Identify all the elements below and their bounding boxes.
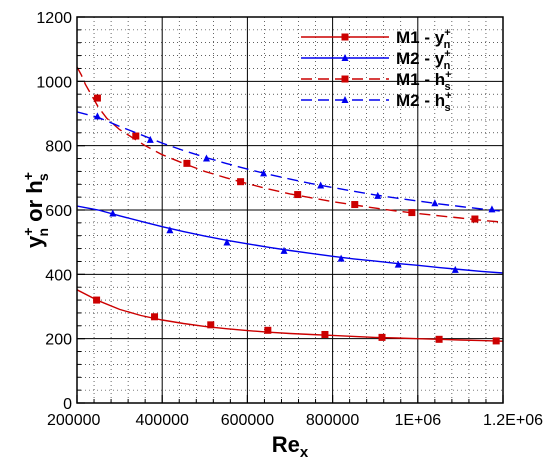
y-axis-title-mid: or bbox=[22, 194, 47, 228]
series-line-2 bbox=[77, 205, 503, 274]
legend-marker-3 bbox=[341, 75, 349, 83]
x-tick-label: 600000 bbox=[221, 412, 274, 429]
series-layer bbox=[77, 66, 503, 345]
x-tick-labels: 200000 400000 600000 800000 1E+06 1.2E+06 bbox=[47, 412, 543, 429]
x-axis-title-main: Re bbox=[272, 432, 300, 457]
y-axis-title-h-sub: s bbox=[35, 173, 51, 181]
x-axis-title: Rex bbox=[272, 432, 309, 461]
y-tick-label: 800 bbox=[45, 139, 72, 156]
series-marker-3 bbox=[183, 159, 191, 167]
series-marker-4 bbox=[374, 191, 382, 199]
series-marker-2 bbox=[451, 265, 459, 273]
series-2 bbox=[77, 205, 503, 274]
y-tick-label: 400 bbox=[45, 267, 72, 284]
legend-label-3: M1 - h+ s bbox=[396, 69, 452, 93]
series-marker-3 bbox=[294, 191, 302, 199]
y-axis-title-y: y bbox=[22, 235, 47, 248]
series-marker-2 bbox=[280, 246, 288, 254]
y-tick-labels: 0 200 400 600 800 1000 1200 bbox=[36, 10, 72, 413]
legend-label-name: M2 - h bbox=[396, 91, 445, 110]
legend-label-name: M1 - h bbox=[396, 70, 445, 89]
series-marker-4 bbox=[146, 135, 154, 143]
series-marker-4 bbox=[260, 169, 268, 177]
series-marker-2 bbox=[337, 254, 345, 262]
series-marker-4 bbox=[431, 199, 439, 207]
series-marker-2 bbox=[166, 226, 174, 234]
series-marker-1 bbox=[264, 326, 272, 334]
legend-label-name: M1 - y bbox=[396, 28, 445, 47]
series-marker-1 bbox=[207, 321, 215, 329]
series-marker-1 bbox=[151, 313, 159, 321]
x-tick-label: 400000 bbox=[136, 412, 189, 429]
y-axis-title-y-sub: n bbox=[35, 228, 51, 237]
y-axis-title-h-sup: + bbox=[20, 172, 36, 180]
series-marker-3 bbox=[93, 94, 101, 102]
y-tick-label: 1000 bbox=[36, 74, 72, 91]
x-tick-label: 1.2E+06 bbox=[483, 412, 543, 429]
legend-label-sub: n bbox=[444, 39, 451, 51]
series-marker-1 bbox=[435, 335, 443, 343]
series-marker-3 bbox=[351, 201, 359, 209]
series-marker-3 bbox=[408, 209, 416, 217]
series-marker-1 bbox=[93, 296, 101, 304]
y-tick-label: 600 bbox=[45, 203, 72, 220]
series-4 bbox=[77, 111, 503, 213]
legend-label-name: M2 - y bbox=[396, 49, 445, 68]
x-axis-title-sub: x bbox=[300, 444, 309, 461]
legend-label-4: M2 - h+ s bbox=[396, 90, 452, 114]
y-axis-title-h: h bbox=[22, 180, 47, 193]
legend-marker-1 bbox=[341, 33, 349, 41]
legend-label-sup: + bbox=[444, 27, 450, 39]
series-1 bbox=[77, 289, 503, 345]
series-marker-2 bbox=[223, 238, 231, 246]
legend-label-sub: s bbox=[445, 81, 451, 93]
series-3 bbox=[77, 66, 503, 223]
legend-label-1: M1 - y+ n bbox=[396, 27, 451, 51]
series-marker-3 bbox=[237, 178, 245, 186]
legend-label-2: M2 - y+ n bbox=[396, 48, 451, 72]
series-marker-3 bbox=[471, 215, 479, 223]
legend-label-sup: + bbox=[445, 90, 451, 102]
legend: M1 - y+ nM2 - y+ nM1 - h+ sM2 - h+ s bbox=[301, 27, 452, 114]
series-line-4 bbox=[77, 111, 503, 212]
legend-marker-4 bbox=[341, 96, 349, 103]
series-marker-1 bbox=[378, 333, 386, 341]
series-marker-4 bbox=[203, 154, 211, 162]
series-marker-1 bbox=[492, 337, 500, 345]
series-marker-3 bbox=[132, 132, 140, 140]
y-tick-label: 1200 bbox=[36, 10, 72, 27]
series-line-1 bbox=[77, 289, 503, 342]
legend-marker-2 bbox=[341, 54, 349, 61]
y-tick-label: 0 bbox=[63, 396, 72, 413]
axis-ticks bbox=[76, 16, 504, 404]
series-marker-2 bbox=[109, 209, 117, 217]
y-tick-label: 200 bbox=[45, 332, 72, 349]
x-tick-label: 800000 bbox=[306, 412, 359, 429]
legend-label-sub: n bbox=[444, 60, 451, 72]
legend-label-sup: + bbox=[445, 69, 451, 81]
series-line-3 bbox=[77, 66, 503, 223]
legend-label-sub: s bbox=[445, 102, 451, 114]
series-marker-1 bbox=[321, 330, 329, 338]
x-tick-label: 1E+06 bbox=[394, 412, 441, 429]
y-axis-title-y-sup: + bbox=[20, 228, 36, 236]
y-axis-title: y+n or h+s bbox=[20, 172, 51, 248]
legend-label-sup: + bbox=[444, 48, 450, 60]
series-marker-2 bbox=[394, 260, 402, 268]
series-marker-4 bbox=[93, 112, 101, 120]
series-marker-4 bbox=[488, 205, 496, 213]
x-tick-label: 200000 bbox=[47, 412, 100, 429]
series-marker-4 bbox=[317, 181, 325, 189]
